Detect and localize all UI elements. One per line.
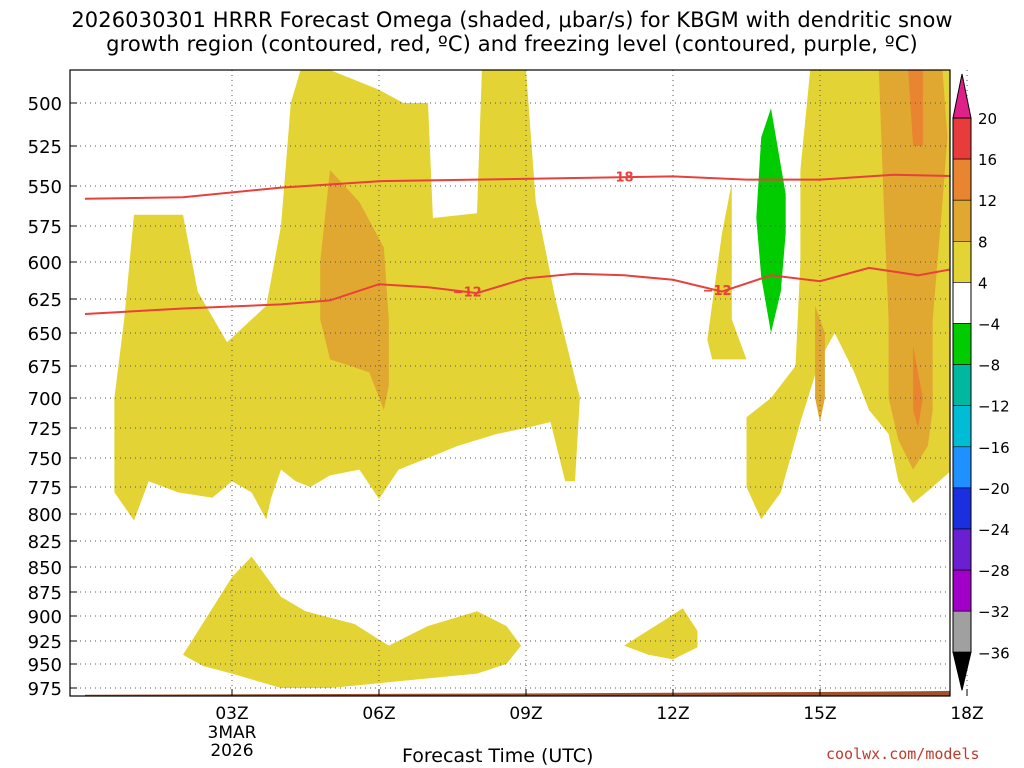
- y-tick-label: 700: [28, 389, 62, 410]
- chart-title-line-1: 2026030301 HRRR Forecast Omega (shaded, …: [71, 8, 953, 32]
- y-tick-label: 975: [28, 679, 62, 700]
- y-tick-label: 750: [28, 449, 62, 470]
- y-tick-label: 675: [28, 357, 62, 378]
- contour-label: −18: [605, 170, 634, 185]
- x-axis-title: Forecast Time (UTC): [402, 745, 594, 767]
- y-axis: 500 525 550 575 600 625 650 675 700 725 750 775 800 8…: [28, 94, 77, 700]
- contour-label: −12: [453, 286, 482, 301]
- colorbar-band: [952, 282, 972, 324]
- plot-frame: [69, 69, 951, 697]
- x-tick-date-label: 3MAR: [208, 723, 257, 743]
- colorbar-label: −20: [978, 480, 1010, 498]
- y-tick-label: 500: [28, 94, 62, 115]
- contour-label: −12: [703, 284, 732, 299]
- credit-text: coolwx.com/models: [826, 745, 980, 763]
- y-tick-label: 725: [28, 419, 62, 440]
- temperature-contours: −18 −12 −12: [84, 170, 1016, 557]
- chart-title-line-2: growth region (contoured, red, ºC) and f…: [106, 32, 918, 56]
- colorbar-label: 20: [978, 110, 997, 128]
- colorbar-band: [952, 241, 972, 283]
- colorbar-band: [952, 405, 972, 448]
- colorbar-band: [952, 364, 972, 407]
- colorbar: 20 16 12 8 4 −4 −8 −12 −16 −20 −24 −28 −32 −36: [952, 73, 1010, 691]
- colorbar-label: −32: [978, 603, 1010, 621]
- y-tick-label: 825: [28, 532, 62, 553]
- omega-region-7: [913, 346, 923, 428]
- x-tick-label: 09Z: [509, 704, 542, 724]
- omega-region-4: [878, 70, 948, 470]
- colorbar-band: [952, 528, 972, 571]
- x-tick-label: 06Z: [362, 704, 395, 724]
- x-tick-label: 12Z: [656, 704, 689, 724]
- contour-line-1: [84, 173, 950, 200]
- colorbar-label: 16: [978, 151, 997, 169]
- terrain-fill: [85, 690, 950, 696]
- omega-region-6: [908, 70, 923, 146]
- x-tick-label: 03Z: [215, 704, 248, 724]
- colorbar-label: 12: [978, 192, 997, 210]
- contour-line-2: [84, 266, 950, 315]
- y-tick-label: 650: [28, 324, 62, 345]
- omega-shading: [114, 70, 1016, 688]
- colorbar-label: −36: [978, 644, 1010, 662]
- omega-region-5: [815, 305, 825, 422]
- y-tick-label: 800: [28, 505, 62, 526]
- omega-region-10: [1011, 154, 1016, 262]
- colorbar-label: −24: [978, 521, 1010, 539]
- colorbar-label: −16: [978, 439, 1010, 457]
- colorbar-band: [952, 569, 972, 612]
- colorbar-label: −4: [978, 316, 1000, 334]
- omega-region-12: [624, 608, 698, 660]
- y-tick-label: 550: [28, 177, 62, 198]
- contour-line-3: [982, 538, 1016, 557]
- colorbar-label: −12: [978, 398, 1010, 416]
- x-tick-label: 18Z: [950, 704, 983, 724]
- y-tick-label: 875: [28, 583, 62, 604]
- colorbar-band: [952, 199, 972, 242]
- omega-region-1: [320, 170, 389, 410]
- colorbar-label: 4: [978, 274, 988, 292]
- y-tick-label: 600: [28, 253, 62, 274]
- y-tick-label: 900: [28, 607, 62, 628]
- colorbar-label: −28: [978, 562, 1010, 580]
- y-tick-label: 575: [28, 217, 62, 238]
- colorbar-band: [952, 323, 972, 365]
- colorbar-band: [952, 487, 972, 530]
- y-tick-label: 775: [28, 478, 62, 499]
- chart-title: 2026030301 HRRR Forecast Omega (shaded, …: [0, 8, 1024, 56]
- omega-region-11: [183, 556, 522, 688]
- grid-lines: [70, 70, 968, 696]
- colorbar-label: 8: [978, 233, 988, 251]
- colorbar-frame: [952, 117, 972, 653]
- colorbar-bottom-arrow: [952, 651, 972, 691]
- x-tick-label: 15Z: [803, 704, 836, 724]
- colorbar-band: [952, 446, 972, 489]
- y-tick-label: 850: [28, 558, 62, 579]
- terrain-polygon: [85, 690, 950, 696]
- colorbar-band: [952, 158, 972, 201]
- y-tick-label: 525: [28, 137, 62, 158]
- colorbar-band: [952, 117, 972, 160]
- x-tick-year-label: 2026: [210, 741, 253, 761]
- y-tick-label: 625: [28, 290, 62, 311]
- colorbar-band: [952, 610, 972, 653]
- colorbar-top-arrow: [952, 73, 972, 119]
- y-tick-label: 950: [28, 655, 62, 676]
- colorbar-label: −8: [978, 357, 1000, 375]
- y-tick-label: 925: [28, 632, 62, 653]
- omega-region-2: [707, 182, 747, 360]
